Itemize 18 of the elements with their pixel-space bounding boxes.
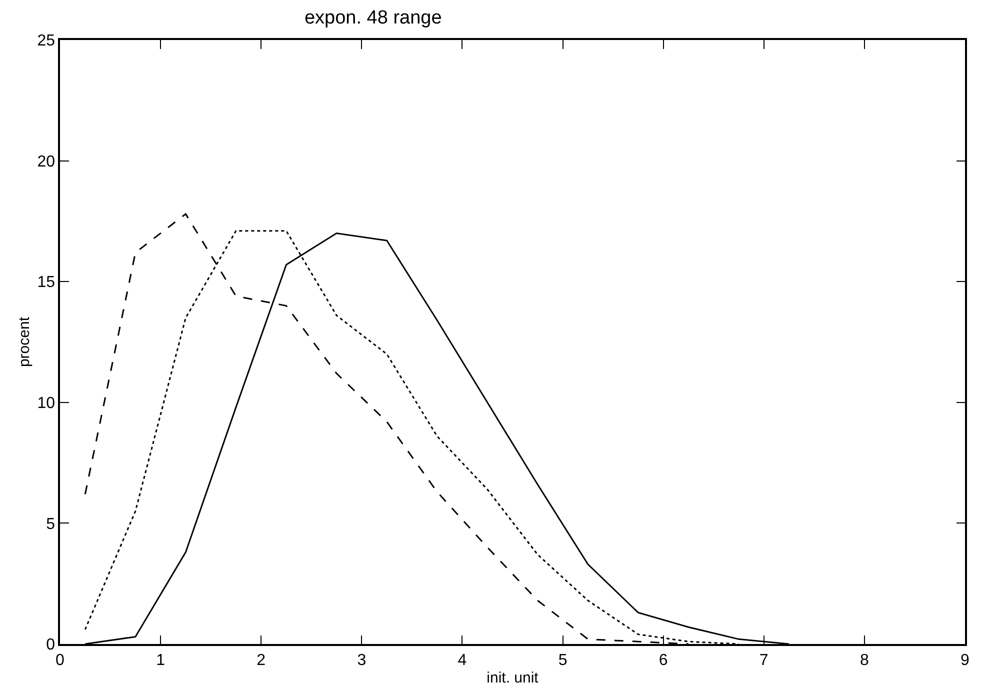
- y-tick-label: 15: [37, 274, 56, 292]
- chart-title: expon. 48 range: [304, 8, 442, 29]
- y-tick-label: 5: [46, 516, 56, 533]
- x-tick-label: 3: [357, 652, 366, 669]
- x-tick-label: 1: [156, 652, 166, 669]
- y-tick-label: 20: [37, 153, 56, 170]
- x-tick-label: 2: [256, 652, 266, 669]
- x-tick-label: 9: [960, 652, 970, 669]
- y-axis-title: procent: [16, 316, 34, 368]
- x-tick-label: 7: [759, 652, 768, 669]
- x-tick-label: 4: [458, 652, 467, 669]
- x-tick-label: 6: [658, 652, 668, 669]
- x-tick-label: 8: [860, 652, 869, 669]
- x-axis-title: init. unit: [486, 669, 540, 686]
- y-tick-label: 25: [37, 32, 56, 50]
- x-tick-label: 5: [558, 652, 568, 669]
- y-tick-label: 0: [46, 636, 56, 654]
- y-tick-label: 10: [37, 395, 56, 412]
